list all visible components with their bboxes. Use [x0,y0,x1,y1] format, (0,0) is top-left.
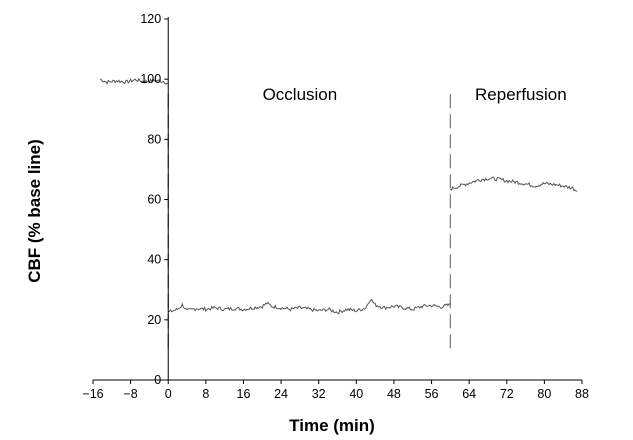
y-tick-label: 100 [140,72,161,86]
x-tick-label: 32 [312,387,326,401]
x-tick-label: 16 [237,387,251,401]
x-tick-label: 64 [462,387,476,401]
x-tick-label: 40 [349,387,363,401]
phase-annotation: Occlusion [263,85,338,104]
phase-markers [167,94,451,353]
x-tick-label: −8 [123,387,137,401]
x-tick-label: −16 [82,387,103,401]
y-tick-label: 80 [147,132,161,146]
x-tick-label: 72 [500,387,514,401]
y-tick-label: 120 [140,12,161,26]
x-tick-label: 56 [425,387,439,401]
y-axis-title: CBF (% base line) [25,139,44,283]
x-tick-label: 0 [165,387,172,401]
cbf-trace-segment [168,298,451,315]
phase-annotation: Reperfusion [475,85,567,104]
x-tick-label: 8 [202,387,209,401]
annotations: Occlusion Reperfusion [263,85,567,104]
data-series [100,77,578,315]
y-tick-label: 40 [147,253,161,267]
y-tick-label: 0 [154,373,161,387]
x-tick-label: 24 [274,387,288,401]
x-tick-label: 80 [537,387,551,401]
axes [93,17,582,381]
x-tick-label: 48 [387,387,401,401]
y-tick-label: 20 [147,313,161,327]
cbf-trace-segment [100,77,169,85]
ticks: −16 −8 0 8 16 24 32 40 48 56 64 72 80 88 0 20 40 60 80 100 1… [82,12,589,401]
x-axis-title: Time (min) [289,416,375,435]
y-tick-label: 60 [147,193,161,207]
cbf-trace-segment [449,176,578,192]
x-tick-label: 88 [575,387,589,401]
